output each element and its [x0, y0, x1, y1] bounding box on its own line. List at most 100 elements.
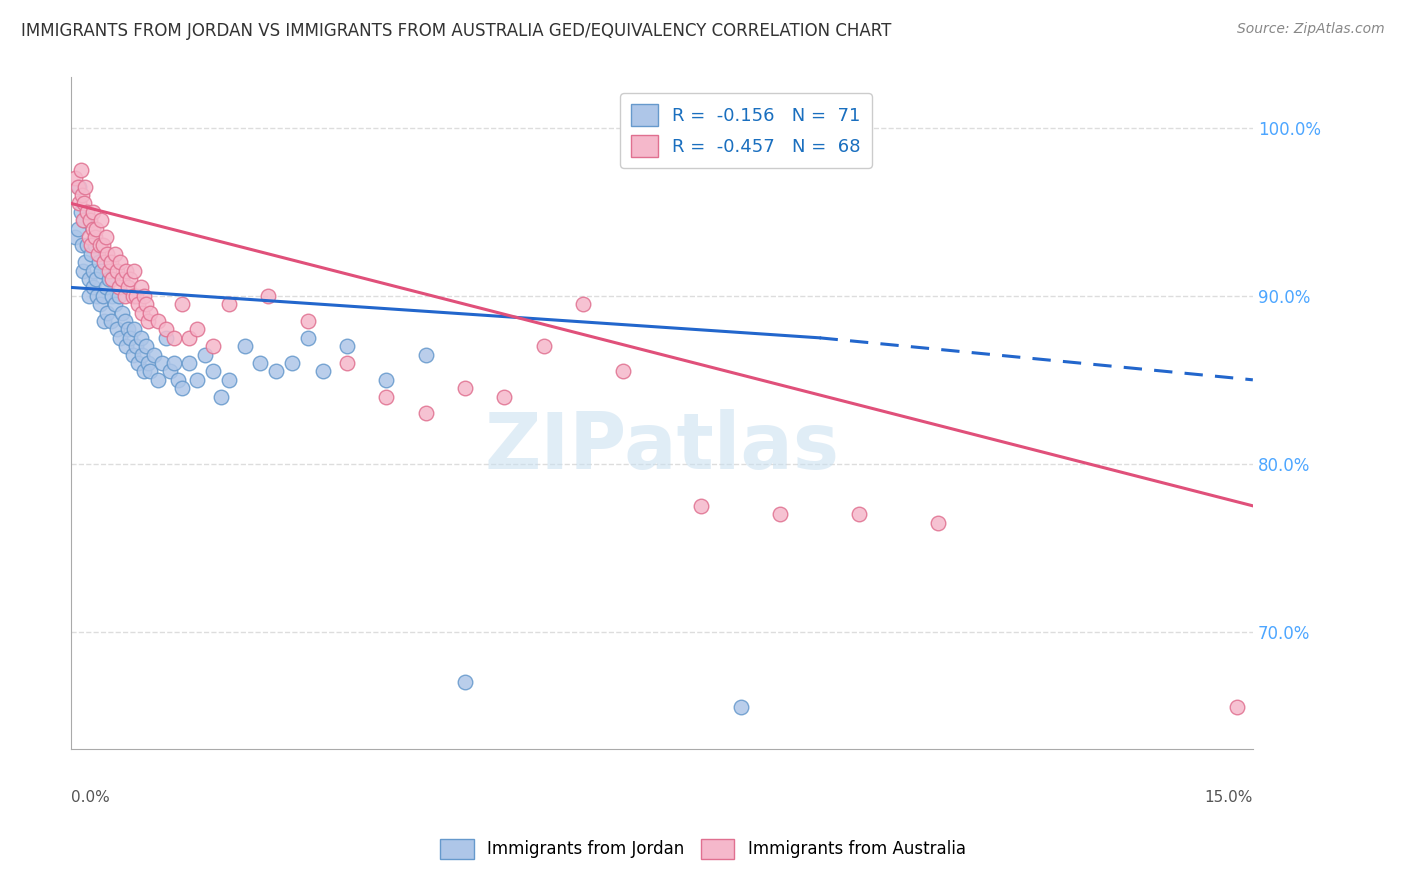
Point: [82, 280, 104, 294]
Point: [202, 364, 225, 378]
Point: [494, 390, 516, 404]
Point: [111, 272, 134, 286]
Point: [163, 356, 186, 370]
Point: [848, 507, 870, 521]
Point: [82, 204, 104, 219]
Point: [96, 305, 118, 319]
Point: [179, 331, 201, 345]
Point: [297, 314, 319, 328]
Point: [150, 356, 173, 370]
Point: [67, 196, 90, 211]
Point: [98, 263, 121, 277]
Legend: Immigrants from Jordan, Immigrants from Australia: Immigrants from Jordan, Immigrants from …: [433, 832, 973, 866]
Point: [125, 289, 148, 303]
Point: [63, 171, 86, 186]
Point: [111, 305, 134, 319]
Point: [297, 331, 319, 345]
Point: [108, 255, 131, 269]
Point: [87, 255, 110, 269]
Point: [103, 247, 125, 261]
Point: [218, 297, 240, 311]
Point: [105, 263, 128, 277]
Point: [155, 322, 177, 336]
Point: [115, 339, 138, 353]
Point: [103, 297, 125, 311]
Point: [194, 348, 217, 362]
Point: [730, 700, 752, 714]
Point: [233, 339, 256, 353]
Point: [129, 331, 152, 345]
Point: [163, 331, 186, 345]
Point: [454, 381, 477, 395]
Text: IMMIGRANTS FROM JORDAN VS IMMIGRANTS FROM AUSTRALIA GED/EQUIVALENCY CORRELATION : IMMIGRANTS FROM JORDAN VS IMMIGRANTS FRO…: [21, 22, 891, 40]
Point: [107, 280, 129, 294]
Point: [86, 272, 108, 286]
Point: [249, 356, 271, 370]
Point: [146, 314, 169, 328]
Point: [415, 406, 437, 420]
Text: ZIPatlas: ZIPatlas: [485, 409, 839, 485]
Point: [139, 364, 162, 378]
Point: [73, 213, 96, 227]
Point: [127, 297, 149, 311]
Point: [186, 322, 208, 336]
Point: [67, 179, 90, 194]
Text: 0.0%: 0.0%: [72, 789, 110, 805]
Point: [87, 247, 110, 261]
Point: [264, 364, 287, 378]
Point: [98, 272, 121, 286]
Point: [281, 356, 304, 370]
Point: [454, 675, 477, 690]
Point: [179, 356, 201, 370]
Point: [415, 348, 437, 362]
Point: [94, 280, 117, 294]
Point: [612, 364, 634, 378]
Text: Source: ZipAtlas.com: Source: ZipAtlas.com: [1237, 22, 1385, 37]
Point: [131, 348, 153, 362]
Point: [122, 322, 145, 336]
Point: [336, 339, 359, 353]
Point: [72, 188, 94, 202]
Point: [79, 289, 101, 303]
Point: [927, 516, 949, 530]
Point: [73, 196, 96, 211]
Point: [80, 247, 103, 261]
Point: [94, 230, 117, 244]
Point: [100, 314, 122, 328]
Point: [114, 289, 136, 303]
Point: [572, 297, 595, 311]
Point: [75, 255, 97, 269]
Point: [86, 289, 108, 303]
Point: [86, 221, 108, 235]
Point: [132, 364, 155, 378]
Point: [107, 289, 129, 303]
Point: [72, 263, 94, 277]
Point: [69, 204, 91, 219]
Point: [135, 297, 157, 311]
Point: [1226, 700, 1249, 714]
Point: [146, 373, 169, 387]
Point: [186, 373, 208, 387]
Point: [375, 373, 398, 387]
Point: [63, 230, 86, 244]
Point: [129, 280, 152, 294]
Point: [93, 314, 115, 328]
Point: [101, 289, 124, 303]
Point: [76, 238, 98, 252]
Point: [135, 339, 157, 353]
Point: [83, 238, 105, 252]
Point: [83, 230, 105, 244]
Point: [90, 263, 112, 277]
Point: [89, 238, 111, 252]
Point: [139, 305, 162, 319]
Point: [312, 364, 335, 378]
Point: [127, 356, 149, 370]
Point: [122, 263, 145, 277]
Point: [690, 499, 713, 513]
Point: [90, 213, 112, 227]
Point: [72, 213, 94, 227]
Point: [155, 331, 177, 345]
Point: [533, 339, 555, 353]
Point: [114, 314, 136, 328]
Point: [142, 348, 165, 362]
